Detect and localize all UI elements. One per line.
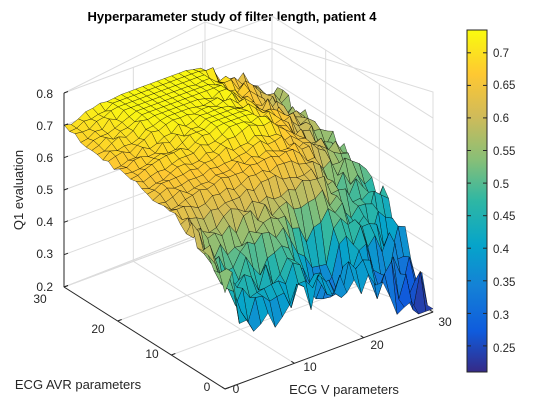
z-tick-label: 0.8 <box>36 87 53 101</box>
x-tick-label: 10 <box>303 360 317 374</box>
colorbar-gradient <box>466 29 488 373</box>
grid-line <box>271 15 434 119</box>
colorbar-ticks <box>467 52 487 347</box>
tick-mark <box>429 309 434 313</box>
y-axis-line <box>63 286 226 390</box>
z-tick-label: 0.6 <box>36 151 53 165</box>
z-tick-label: 0.5 <box>36 183 53 197</box>
tick-mark <box>63 252 69 256</box>
tick-mark <box>63 91 69 94</box>
x-axis-line <box>224 311 434 390</box>
x-axis-label: ECG V parameters <box>289 382 399 397</box>
z-axis-label: Q1 evaluation <box>11 150 26 230</box>
grid-line <box>271 47 434 151</box>
colorbar-tick-labels: 0.25 0.3 0.35 0.4 0.45 0.5 0.55 0.6 0.65… <box>493 48 515 355</box>
y-tick-label: 10 <box>145 347 159 361</box>
tick-mark <box>360 335 364 339</box>
x-tick-label: 0 <box>233 382 240 396</box>
colorbar-tick-label: 0.35 <box>493 277 515 289</box>
y-axis-label: ECG AVR parameters <box>15 377 142 392</box>
y-tick-label: 30 <box>33 292 47 306</box>
tick-mark <box>221 386 226 390</box>
grid-line <box>63 15 273 94</box>
tick-mark <box>63 220 69 223</box>
z-tick-label: 0.7 <box>36 119 53 133</box>
y-tick-labels: 0 10 20 30 <box>33 292 210 394</box>
tick-mark <box>63 188 69 191</box>
colorbar: 0.25 0.3 0.35 0.4 0.45 0.5 0.55 0.6 0.65… <box>466 29 515 373</box>
tick-mark <box>171 353 176 356</box>
colorbar-tick-label: 0.4 <box>493 244 510 256</box>
tick-mark <box>63 123 69 126</box>
z-tick-label: 0.4 <box>36 215 53 229</box>
colorbar-tick-label: 0.5 <box>493 179 509 191</box>
colorbar-tick-label: 0.7 <box>493 48 509 60</box>
chart-title: Hyperparameter study of filter length, p… <box>88 9 378 24</box>
z-tick-labels: 0.2 0.3 0.4 0.5 0.6 0.7 0.8 <box>36 87 53 294</box>
x-tick-labels: 0 10 20 30 <box>233 315 452 396</box>
grid-line <box>271 80 434 184</box>
x-tick-label: 20 <box>370 338 384 352</box>
colorbar-tick-label: 0.65 <box>493 80 515 92</box>
tick-mark <box>117 319 122 322</box>
tick-mark <box>291 360 295 364</box>
surface-mesh <box>63 67 434 332</box>
colorbar-tick-label: 0.25 <box>493 343 515 355</box>
grid-line <box>133 260 295 364</box>
colorbar-tick-label: 0.55 <box>493 146 515 158</box>
colorbar-tick-label: 0.45 <box>493 211 515 223</box>
tick-mark <box>224 387 230 390</box>
tick-mark <box>63 155 69 159</box>
z-tick-label: 0.2 <box>36 280 53 294</box>
y-tick-label: 20 <box>91 322 105 336</box>
surface-patch <box>219 268 233 294</box>
y-tick-label: 0 <box>204 380 211 394</box>
colorbar-tick-label: 0.3 <box>493 310 509 322</box>
tick-mark <box>63 285 69 288</box>
axis-ticks <box>63 91 434 390</box>
x-tick-label: 30 <box>438 315 452 329</box>
colorbar-tick-label: 0.6 <box>493 113 509 125</box>
z-tick-label: 0.3 <box>36 247 53 261</box>
